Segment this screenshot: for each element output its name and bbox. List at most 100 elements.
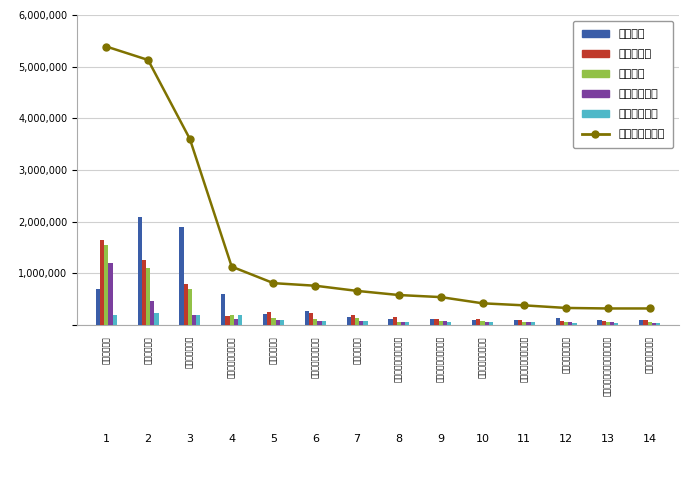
Bar <box>393 318 397 325</box>
Text: 한국승강기안전공단: 한국승강기안전공단 <box>228 336 236 378</box>
Bar <box>526 322 531 325</box>
Line: 브랜드평판지수: 브랜드평판지수 <box>103 43 653 312</box>
Bar <box>389 319 393 325</box>
Bar <box>113 314 117 325</box>
Bar <box>656 323 660 325</box>
Bar <box>183 284 188 325</box>
브랜드평판지수 <box>186 136 194 142</box>
Text: 재외동포협력센터: 재외동포협력센터 <box>645 336 654 373</box>
Bar <box>363 322 368 325</box>
Bar <box>100 240 104 325</box>
Bar <box>304 311 309 325</box>
Text: 북한이탈주민지원재단: 북한이탈주민지원재단 <box>394 336 403 382</box>
Bar <box>522 322 526 325</box>
Bar <box>602 321 606 325</box>
Text: 한국제협력단: 한국제협력단 <box>269 336 278 364</box>
Text: 공무원연금공단: 공무원연금공단 <box>186 336 195 368</box>
Bar <box>652 322 656 325</box>
Bar <box>476 320 480 325</box>
Bar <box>359 321 363 325</box>
Bar <box>267 312 272 325</box>
Bar <box>401 322 405 325</box>
Bar <box>447 322 452 325</box>
Text: 민주화운동기념사업회: 민주화운동기념사업회 <box>436 336 445 382</box>
브랜드평판지수 <box>437 294 445 300</box>
Text: 한국소방산업기술원: 한국소방산업기술원 <box>311 336 320 378</box>
Bar <box>309 313 313 325</box>
Bar <box>484 322 489 325</box>
Bar <box>405 322 409 325</box>
Bar <box>346 316 351 325</box>
Bar <box>351 314 355 325</box>
브랜드평판지수 <box>102 44 111 50</box>
Bar <box>614 323 618 325</box>
Bar <box>196 314 200 325</box>
Bar <box>272 318 276 325</box>
Text: 한국원산지정보원: 한국원산지정보원 <box>561 336 570 373</box>
브랜드평판지수 <box>270 280 278 286</box>
Bar <box>648 322 652 325</box>
Bar <box>560 322 564 325</box>
Bar <box>598 320 602 325</box>
Bar <box>150 300 154 325</box>
Bar <box>138 216 142 325</box>
Bar <box>317 321 321 325</box>
브랜드평판지수 <box>645 306 654 312</box>
Bar <box>192 314 196 325</box>
브랜드평판지수 <box>144 57 153 63</box>
Bar <box>230 314 234 325</box>
브랜드평판지수 <box>228 264 236 270</box>
Bar <box>313 320 317 325</box>
Bar <box>280 320 284 325</box>
Text: 한국소비자원: 한국소비자원 <box>102 336 111 364</box>
브랜드평판지수 <box>311 282 319 288</box>
Bar <box>225 316 230 325</box>
Bar <box>564 322 568 325</box>
Text: 한국교류재단: 한국교류재단 <box>353 336 362 364</box>
Bar <box>397 322 401 325</box>
Bar <box>146 268 150 325</box>
Text: 도로교통공단: 도로교통공단 <box>144 336 153 364</box>
Bar <box>188 289 192 325</box>
Text: 남북교류협력지원협회: 남북교류협력지원협회 <box>520 336 528 382</box>
Bar <box>480 322 484 325</box>
Bar <box>573 322 577 325</box>
Bar <box>518 320 522 325</box>
Legend: 참여지수, 미디어지수, 소통지수, 커뮤니티지수, 사회공헌지수, 브랜드평판지수: 참여지수, 미디어지수, 소통지수, 커뮤니티지수, 사회공헌지수, 브랜드평판… <box>573 20 673 148</box>
Bar <box>276 320 280 325</box>
Bar <box>321 321 326 325</box>
Bar <box>556 318 560 325</box>
Bar <box>234 319 238 325</box>
Bar <box>238 315 242 325</box>
Bar <box>154 313 158 325</box>
브랜드평판지수 <box>353 288 361 294</box>
Bar <box>531 322 535 325</box>
Bar <box>221 294 225 325</box>
Bar <box>263 314 267 325</box>
Bar <box>643 320 648 325</box>
브랜드평판지수 <box>520 302 528 308</box>
Bar <box>639 320 643 325</box>
Bar <box>443 322 447 325</box>
Bar <box>142 260 146 325</box>
Bar <box>514 320 518 325</box>
Bar <box>606 322 610 325</box>
Bar <box>439 321 443 325</box>
Bar <box>610 322 614 325</box>
Bar <box>435 320 439 325</box>
Bar <box>179 227 183 325</box>
Bar <box>568 322 573 325</box>
브랜드평판지수 <box>603 306 612 312</box>
Bar <box>96 289 100 325</box>
Bar <box>104 245 108 325</box>
Bar <box>489 322 493 325</box>
브랜드평판지수 <box>562 305 570 311</box>
Text: 일제강제동원피해자지원재단: 일제강제동원피해자지원재단 <box>603 336 612 396</box>
브랜드평판지수 <box>395 292 403 298</box>
Text: 한국공정거래조정원: 한국공정거래조정원 <box>478 336 487 378</box>
Bar <box>430 319 435 325</box>
Bar <box>472 320 476 325</box>
Bar <box>108 263 113 325</box>
Bar <box>355 318 359 325</box>
브랜드평판지수 <box>478 300 486 306</box>
